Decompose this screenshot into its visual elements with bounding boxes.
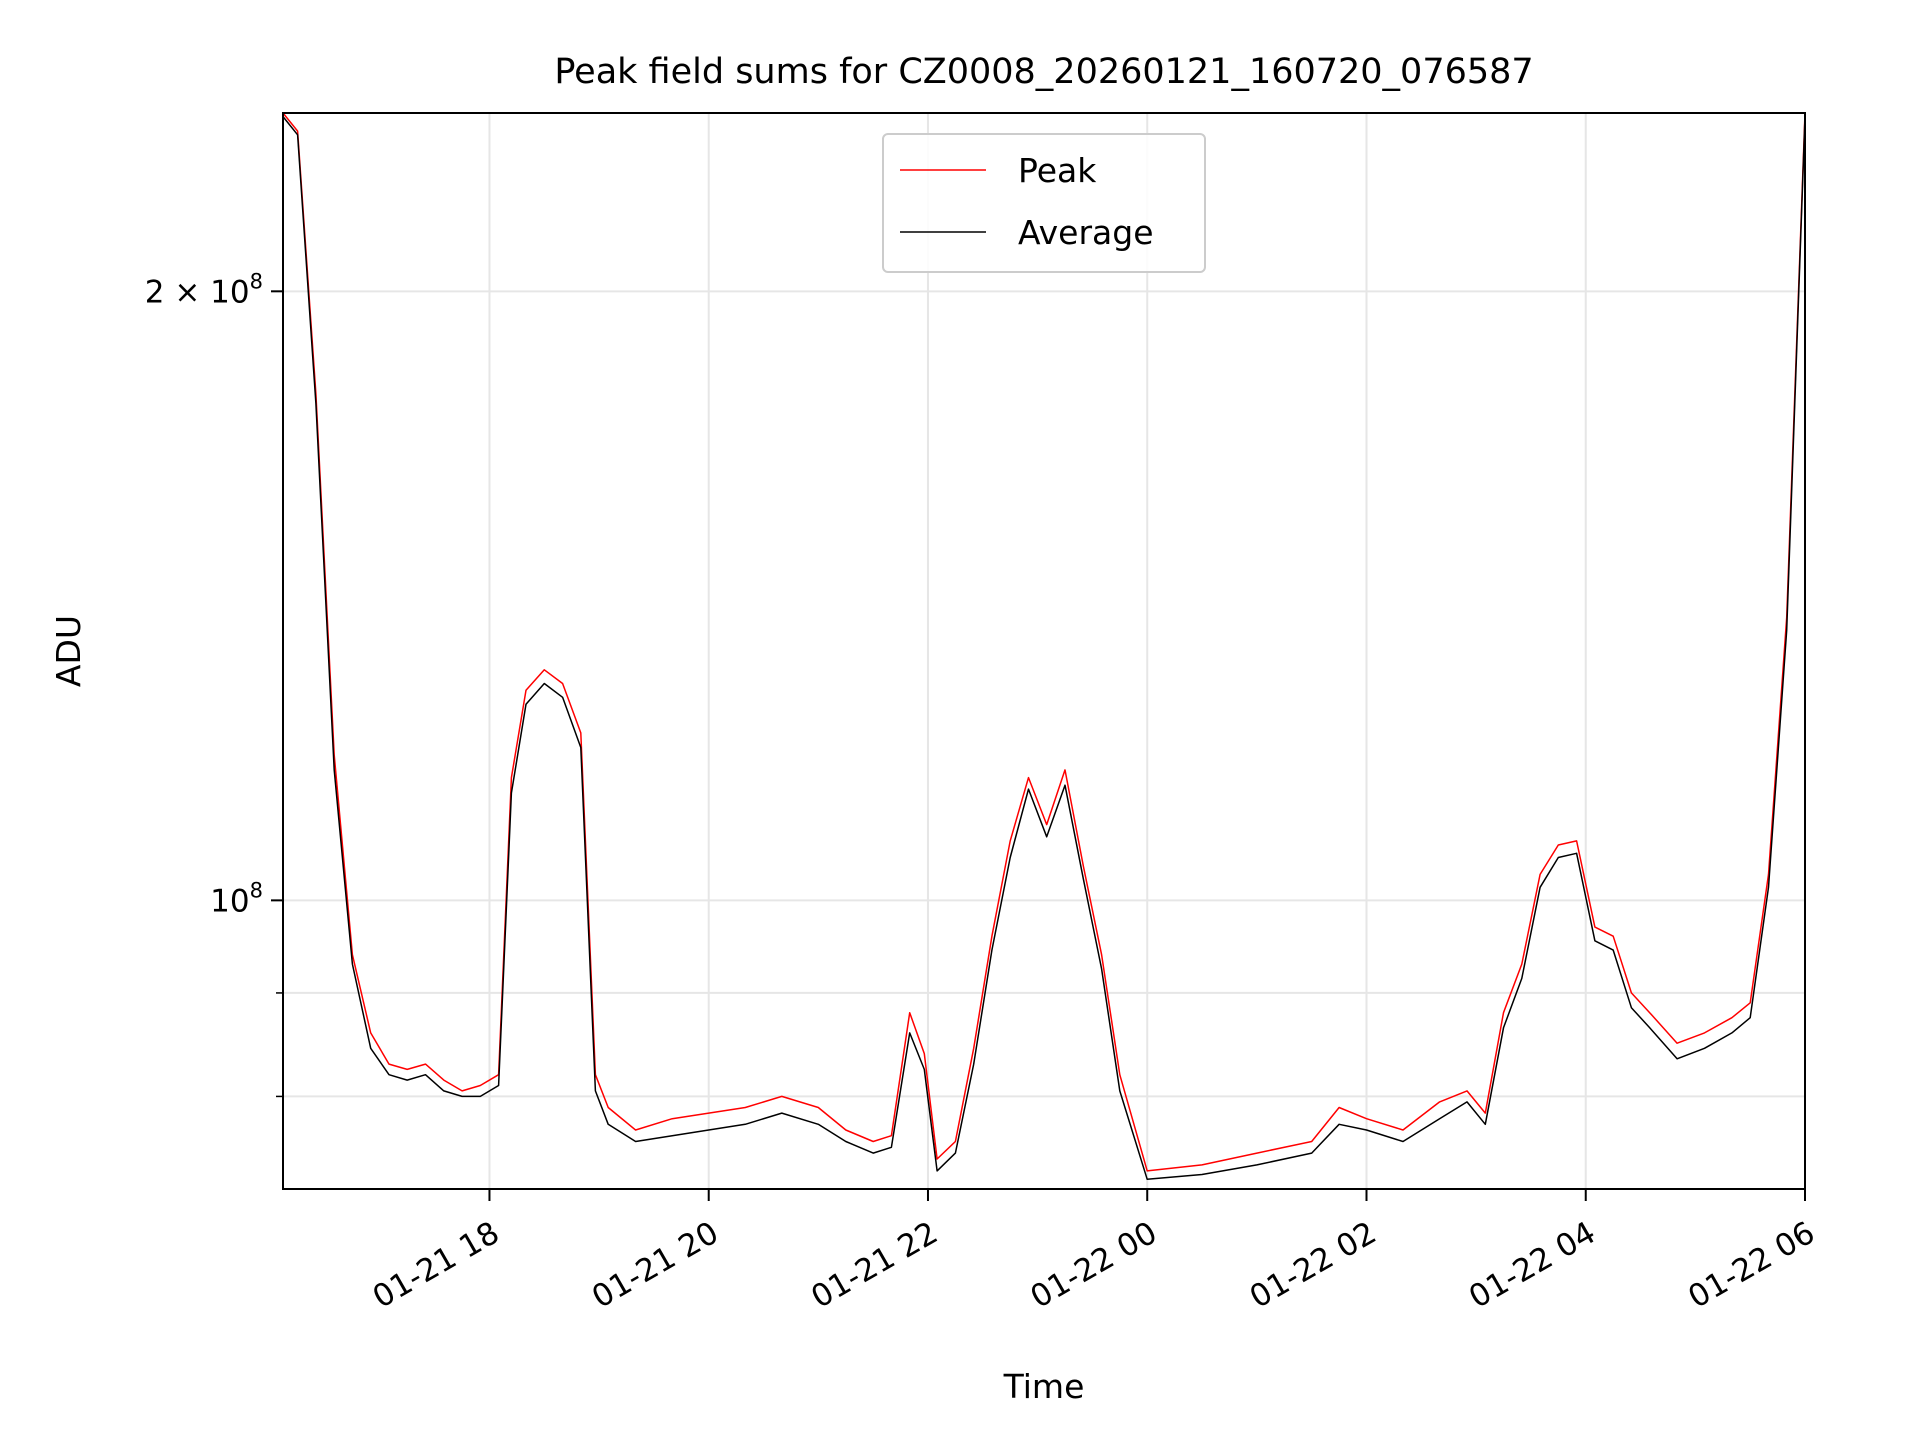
legend-average-label: Average xyxy=(1018,213,1154,252)
legend-peak-label: Peak xyxy=(1018,151,1097,190)
x-tick-label: 01-22 00 xyxy=(1025,1215,1164,1316)
x-tick-label: 01-21 20 xyxy=(586,1215,725,1316)
x-tick-label: 01-22 02 xyxy=(1244,1215,1383,1316)
x-tick-label: 01-22 06 xyxy=(1682,1215,1821,1316)
chart-title: Peak field sums for CZ0008_20260121_1607… xyxy=(554,52,1533,92)
y-tick-label: 2 × 108 xyxy=(145,269,263,310)
grid-lines xyxy=(283,113,1806,1189)
x-axis-label: Time xyxy=(1003,1367,1085,1406)
y-axis-ticks: 2 × 108 108 xyxy=(145,269,283,1098)
x-tick-label: 01-22 04 xyxy=(1463,1215,1602,1316)
legend: Peak Average xyxy=(882,133,1206,273)
legend-box xyxy=(882,133,1206,273)
series-line-peak xyxy=(282,112,1806,1172)
plot-frame xyxy=(282,112,1806,1190)
x-axis-ticks: 01-21 18 01-21 20 01-21 22 01-22 00 01-22 02… xyxy=(367,1189,1821,1316)
x-tick-label: 01-21 18 xyxy=(367,1215,506,1316)
series-line-average xyxy=(282,116,1806,1181)
y-axis-label: ADU xyxy=(49,615,88,687)
series-layer xyxy=(282,112,1806,1181)
x-tick-label: 01-21 22 xyxy=(805,1215,944,1316)
y-tick-label: 108 xyxy=(210,878,263,919)
